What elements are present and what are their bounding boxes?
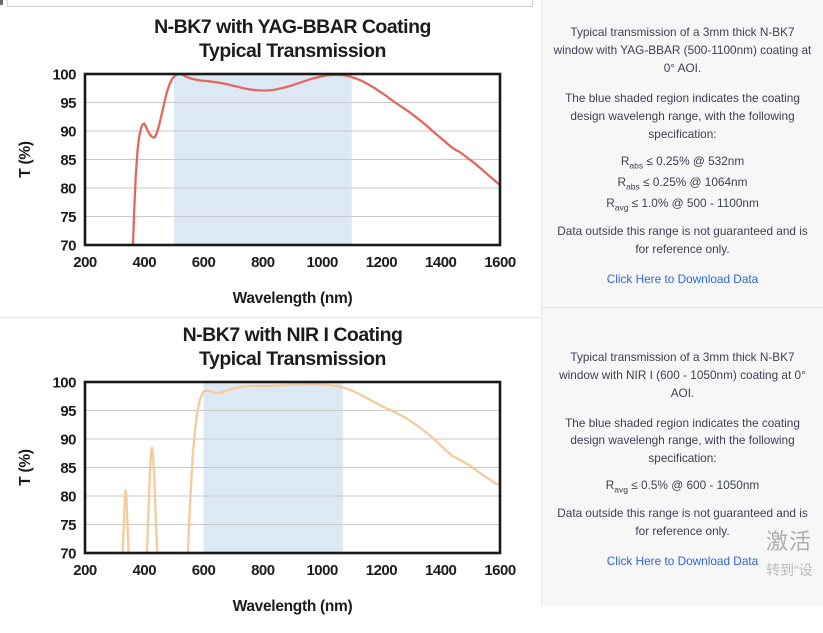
svg-text:70: 70 [60, 238, 76, 255]
svg-text:85: 85 [60, 152, 76, 169]
svg-text:1000: 1000 [306, 254, 338, 271]
svg-text:N-BK7 with NIR I Coating: N-BK7 with NIR I Coating [183, 324, 403, 346]
svg-text:800: 800 [251, 254, 275, 271]
download-data-link[interactable]: Click Here to Download Data [606, 554, 759, 569]
svg-text:95: 95 [60, 95, 76, 112]
svg-text:400: 400 [133, 562, 157, 579]
svg-text:600: 600 [192, 254, 216, 271]
shaded-region-note: The blue shaded region indicates the coa… [565, 91, 800, 141]
svg-text:T (%): T (%) [17, 449, 34, 486]
disclaimer-text: Data outside this range is not guarantee… [557, 223, 808, 256]
svg-text:Typical Transmission: Typical Transmission [199, 348, 386, 370]
coating-specs: Ravg ≤ 0.5% @ 600 - 1050nm [606, 476, 760, 497]
description-text: Typical transmission of a 3mm thick N-BK… [559, 349, 806, 400]
product-transmission-section: 70 75 80 85 90 95 100 200 400 600 800 1000 1200 1400 1… [0, 0, 823, 615]
disclaimer-text: Data outside this range is not guarantee… [557, 506, 808, 539]
spec-line: Ravg ≤ 0.5% @ 600 - 1050nm [605, 478, 760, 495]
svg-text:70: 70 [60, 546, 76, 563]
svg-text:1000: 1000 [306, 562, 338, 579]
svg-text:N-BK7 with YAG-BBAR Coating: N-BK7 with YAG-BBAR Coating [154, 16, 431, 38]
yag-bbar-description-panel: Typical transmission of a 3mm thick N-BK… [542, 0, 823, 307]
spec-line: Rabs ≤ 0.25% @ 1064nm [617, 174, 748, 192]
svg-text:85: 85 [60, 460, 76, 477]
svg-text:80: 80 [60, 489, 76, 506]
nir1-chart-cell: 70 75 80 85 90 95 100 200 400 600 800 1000 1200 1400 1… [0, 318, 541, 628]
description-text: Typical transmission of a 3mm thick N-BK… [553, 25, 812, 76]
svg-text:90: 90 [60, 432, 76, 449]
svg-text:1200: 1200 [366, 254, 398, 271]
svg-text:200: 200 [73, 562, 97, 579]
nir1-transmission-chart: 70 75 80 85 90 95 100 200 400 600 800 1000 1200 1400 1… [17, 324, 516, 615]
svg-text:1200: 1200 [366, 562, 398, 579]
svg-text:200: 200 [73, 254, 97, 271]
spec-line: Rabs ≤ 0.25% @ 532nm [620, 153, 745, 171]
shaded-region-note: The blue shaded region indicates the coa… [565, 415, 800, 466]
descriptions-column: Typical transmission of a 3mm thick N-BK… [541, 0, 823, 606]
svg-text:Wavelength (nm): Wavelength (nm) [233, 598, 353, 615]
svg-text:400: 400 [133, 254, 157, 271]
svg-text:1400: 1400 [425, 254, 457, 271]
svg-text:80: 80 [60, 181, 76, 198]
yag-bbar-transmission-chart: 70 75 80 85 90 95 100 200 400 600 800 1000 1200 1400 1… [17, 16, 516, 307]
nir1-description-panel: Typical transmission of a 3mm thick N-BK… [542, 306, 823, 606]
svg-text:75: 75 [60, 209, 76, 226]
svg-text:Typical Transmission: Typical Transmission [199, 40, 386, 62]
svg-text:95: 95 [60, 403, 76, 420]
previous-row-border [7, 0, 533, 7]
spec-line: Ravg ≤ 1.0% @ 500 - 1100nm [606, 195, 759, 213]
svg-text:T (%): T (%) [17, 141, 34, 178]
svg-text:100: 100 [52, 67, 76, 84]
charts-column: 70 75 80 85 90 95 100 200 400 600 800 1000 1200 1400 1… [0, 0, 541, 615]
svg-text:1400: 1400 [425, 562, 457, 579]
yag-bbar-chart-cell: 70 75 80 85 90 95 100 200 400 600 800 1000 1200 1400 1… [0, 7, 541, 318]
coating-specs: Rabs ≤ 0.25% @ 532nm Rabs ≤ 0.25% @ 1064n… [606, 152, 759, 215]
svg-text:75: 75 [60, 517, 76, 534]
svg-text:1600: 1600 [484, 254, 516, 271]
svg-text:600: 600 [192, 562, 216, 579]
download-data-link[interactable]: Click Here to Download Data [606, 271, 759, 286]
svg-text:800: 800 [251, 562, 275, 579]
window-edge-fragment [0, 0, 3, 5]
svg-text:90: 90 [60, 124, 76, 141]
svg-text:1600: 1600 [484, 562, 516, 579]
svg-text:Wavelength (nm): Wavelength (nm) [233, 290, 353, 307]
svg-text:100: 100 [52, 375, 76, 392]
